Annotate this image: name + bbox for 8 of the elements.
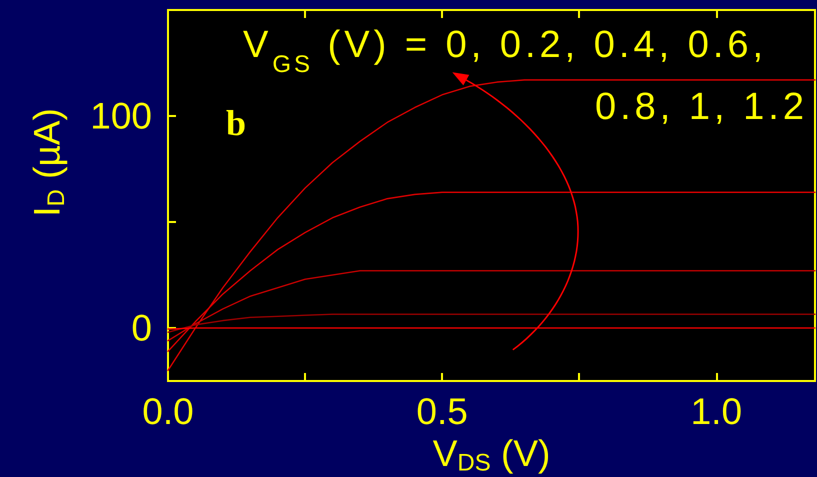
- line-series: [167, 314, 816, 333]
- x-tick-label: 1.0: [690, 391, 742, 432]
- y-tick-label: 0: [131, 308, 152, 348]
- x-tick-label: 0.0: [142, 391, 194, 432]
- x-tick-label: 0.5: [416, 391, 468, 432]
- line-series: [167, 270, 816, 342]
- y-tick-label: 100: [90, 96, 152, 136]
- y-axis-title: ID (µA): [26, 108, 70, 217]
